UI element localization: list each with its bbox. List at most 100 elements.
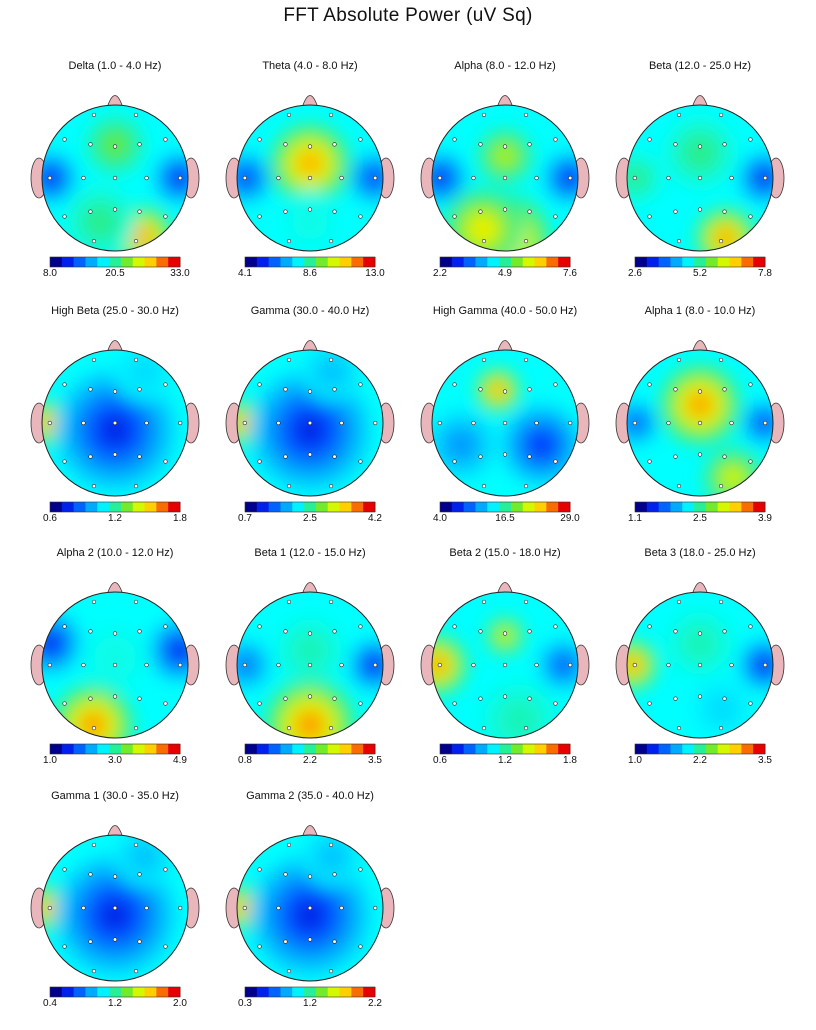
colorbar-swatch	[168, 257, 181, 267]
electrode-o2	[133, 725, 139, 731]
topomap-contour	[42, 418, 52, 428]
colorbar-swatch	[168, 502, 181, 512]
colorbar-tick-label: 0.7	[238, 513, 252, 524]
electrode-fp1	[91, 842, 97, 848]
colorbar-outline	[244, 743, 376, 755]
colorbar-swatch	[658, 744, 671, 754]
colorbar-swatch	[245, 987, 258, 997]
electrode-f4	[527, 629, 532, 634]
topomap-contour	[173, 644, 186, 657]
topomap-contour	[302, 643, 318, 658]
electrode-fp1	[91, 112, 97, 118]
topomap-panel: Alpha 1 (8.0 - 10.0 Hz) 1.1 2.5 3.9	[600, 305, 800, 545]
electrode-t3	[47, 420, 52, 426]
electrode-pz	[112, 207, 118, 212]
colorbar-tick-label: 1.0	[628, 755, 642, 766]
head-outline	[236, 349, 384, 497]
electrode-f8	[553, 382, 558, 387]
colorbar-swatch	[132, 987, 146, 997]
topomap-panel: Gamma 1 (30.0 - 35.0 Hz) 0.4 1.2 2.0	[15, 790, 215, 1030]
electrode-cz	[307, 662, 313, 668]
colorbar-swatch	[534, 257, 547, 267]
electrode-c4	[339, 420, 344, 426]
colorbar-swatch	[315, 987, 329, 997]
head-outline	[41, 834, 189, 982]
topomap-title: Alpha 2 (10.0 - 12.0 Hz)	[56, 547, 174, 559]
electrode-t4	[178, 662, 183, 668]
colorbar-swatch	[463, 502, 476, 512]
topomap-contour	[93, 214, 108, 229]
electrode-pz	[502, 207, 508, 212]
electrode-f4	[722, 142, 727, 147]
electrode-cz	[112, 420, 118, 426]
colorbar-swatch	[729, 744, 742, 754]
colorbar-swatch	[534, 502, 547, 512]
electrode-fp1	[91, 599, 97, 605]
electrode-c4	[339, 905, 344, 911]
electrode-t6	[358, 701, 363, 706]
colorbar-swatch	[753, 502, 766, 512]
electrode-fz	[112, 144, 118, 149]
colorbar-swatch	[339, 502, 352, 512]
topomap-svg	[420, 582, 590, 755]
electrode-p4	[332, 939, 337, 944]
electrode-c4	[534, 420, 539, 426]
electrode-f4	[332, 387, 337, 392]
colorbar-swatch	[268, 744, 281, 754]
colorbar-tick-label: 5.2	[693, 268, 707, 279]
colorbar-swatch	[144, 257, 157, 267]
colorbar-swatch	[73, 502, 86, 512]
colorbar-swatch	[280, 257, 293, 267]
colorbar-swatch	[522, 502, 536, 512]
electrode-t3	[242, 175, 247, 181]
electrode-p4	[527, 454, 532, 459]
electrode-p3	[478, 696, 483, 701]
colorbar-swatch	[670, 257, 683, 267]
electrode-f3	[673, 387, 678, 392]
colorbar-swatch	[351, 744, 364, 754]
electrode-f7	[257, 624, 262, 629]
electrode-p3	[673, 696, 678, 701]
colorbar-swatch	[670, 744, 683, 754]
electrode-p4	[137, 454, 142, 459]
topomap-title: Delta (1.0 - 4.0 Hz)	[68, 60, 162, 72]
colorbar-tick-label: 7.6	[563, 268, 577, 279]
electrode-t6	[748, 701, 753, 706]
colorbar-swatch	[546, 744, 559, 754]
electrode-t4	[373, 175, 378, 181]
electrode-o1	[481, 238, 487, 244]
topomap-title: Alpha (8.0 - 12.0 Hz)	[454, 60, 556, 72]
electrode-o1	[676, 725, 682, 731]
topomap-contour	[493, 385, 503, 395]
colorbar-swatch	[61, 987, 75, 997]
electrode-cz	[502, 175, 508, 181]
electrode-t3	[632, 175, 637, 181]
electrode-c4	[144, 905, 149, 911]
topomap-contour	[138, 850, 151, 864]
colorbar-swatch	[327, 987, 341, 997]
topomap-svg	[615, 582, 785, 755]
electrode-f8	[748, 624, 753, 629]
colorbar-swatch	[268, 257, 281, 267]
colorbar-swatch	[168, 744, 181, 754]
electrode-o2	[718, 238, 724, 244]
colorbar-swatch	[339, 744, 352, 754]
electrode-t4	[373, 662, 378, 668]
electrode-f8	[163, 624, 168, 629]
colorbar-swatch	[304, 744, 317, 754]
electrode-o2	[133, 968, 139, 974]
topomap-panel: Alpha (8.0 - 12.0 Hz) 2.2 4.9 7.6	[405, 60, 605, 300]
colorbar-tick-label: 3.0	[108, 755, 122, 766]
electrode-pz	[502, 694, 508, 699]
colorbar-swatch	[705, 502, 719, 512]
topomap-title: High Beta (25.0 - 30.0 Hz)	[51, 305, 179, 317]
electrode-t4	[763, 420, 768, 426]
colorbar-swatch	[753, 257, 766, 267]
electrode-f8	[358, 867, 363, 872]
electrode-o2	[523, 483, 529, 489]
colorbar-swatch	[109, 744, 122, 754]
electrode-c3	[81, 420, 86, 426]
electrode-t5	[257, 459, 262, 464]
colorbar-tick-label: 20.5	[105, 268, 125, 279]
topomap-contour	[511, 711, 528, 728]
